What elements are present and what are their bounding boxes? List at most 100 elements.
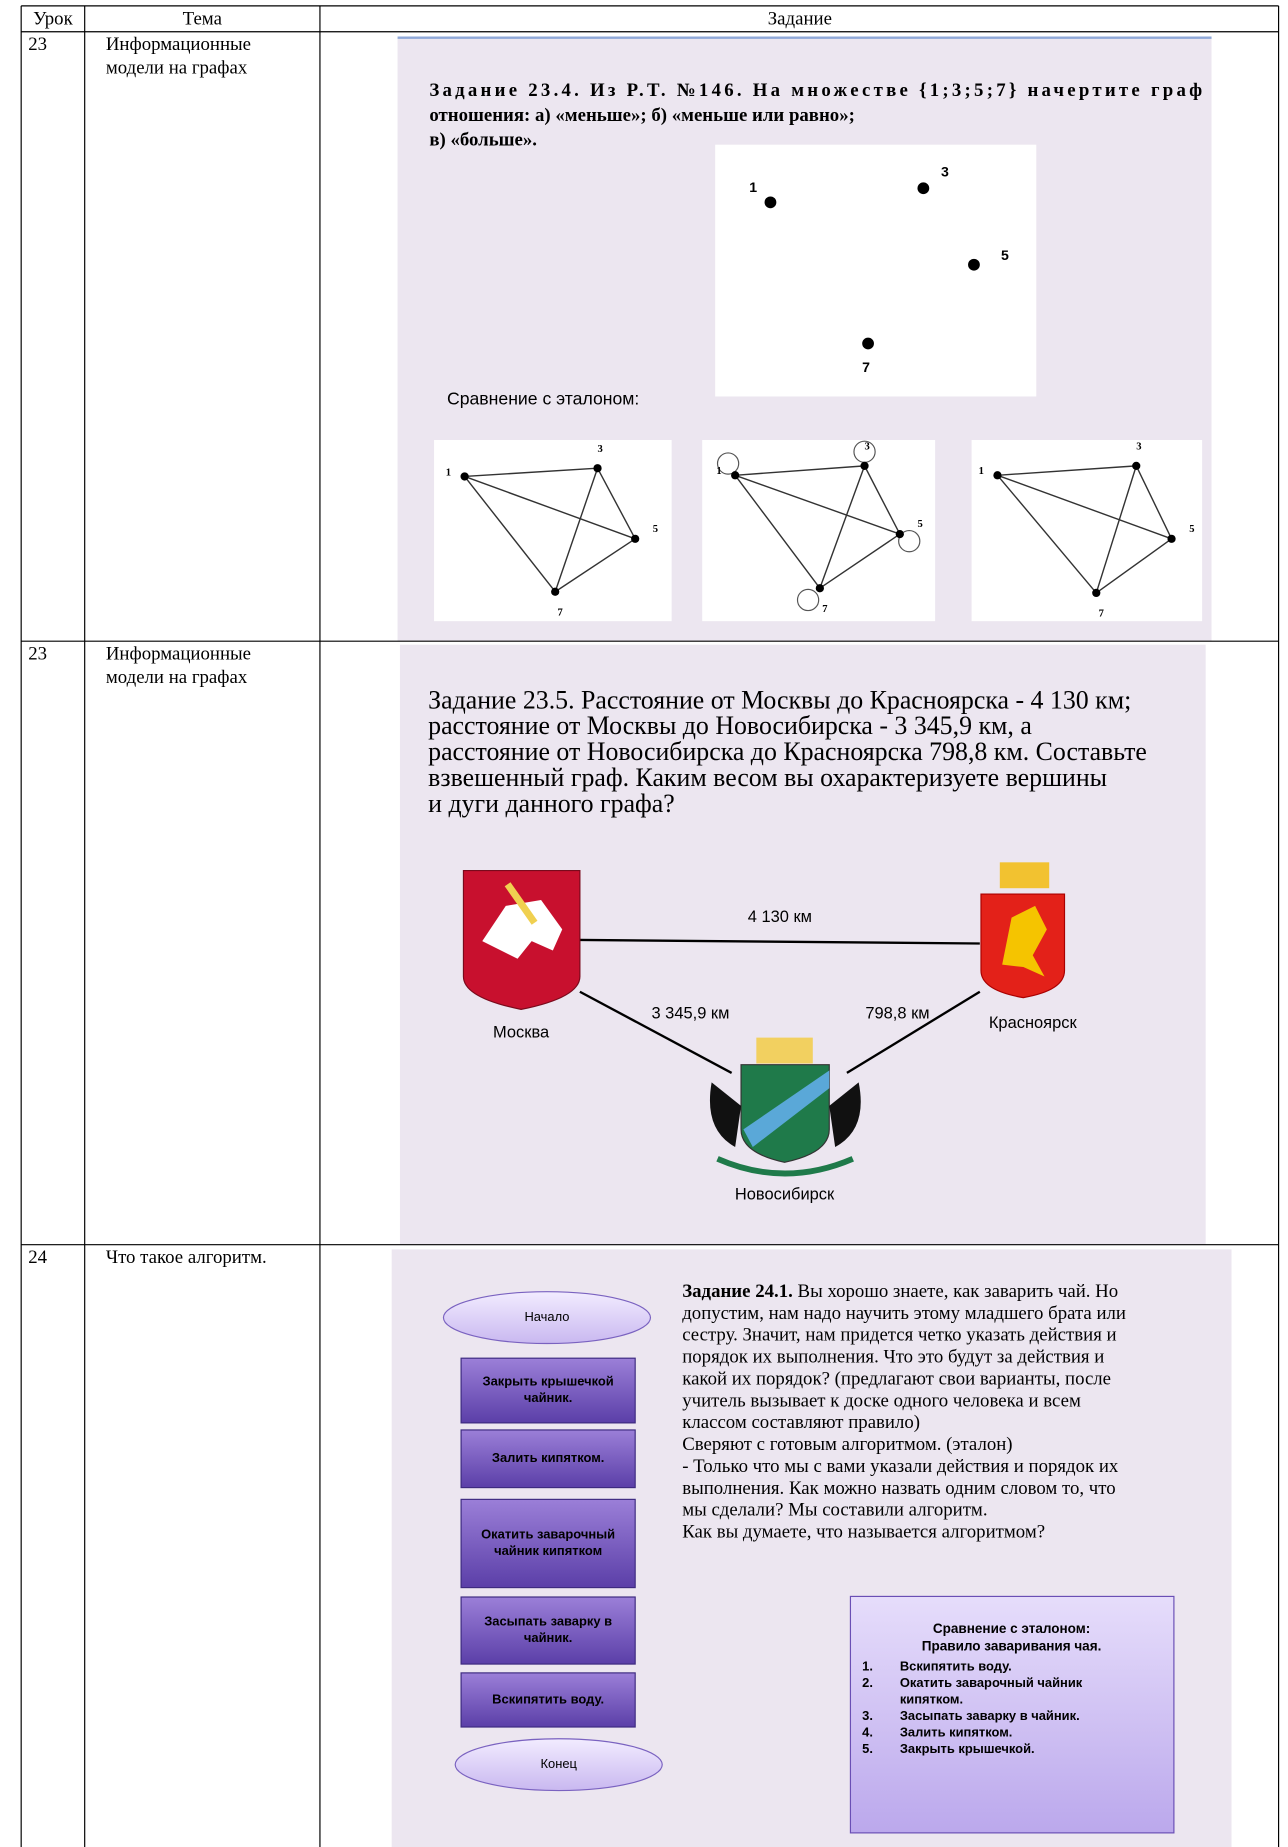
edge-weight: 4 130 км xyxy=(748,908,812,926)
edge xyxy=(863,465,901,535)
task-text: сестру. Значит, нам придется четко указа… xyxy=(682,1325,1116,1346)
step-number: 5. xyxy=(862,1741,873,1756)
vertex xyxy=(815,584,824,593)
vertex-label: 5 xyxy=(653,524,658,535)
task-text-line: - Только что мы с вами указали действия … xyxy=(682,1456,1119,1477)
image xyxy=(715,144,1037,397)
edge xyxy=(596,467,636,540)
task-text: учитель вызывает к доске одного человека… xyxy=(682,1391,1081,1412)
city-label: Москва xyxy=(493,1023,550,1041)
topic: модели на графах xyxy=(106,58,248,79)
vertex-label: 7 xyxy=(558,607,564,618)
reference-title: Правило заваривания чая. xyxy=(922,1639,1102,1654)
task-title: Задание 23.4. Из Р.Т. №146. На множестве… xyxy=(429,80,1202,101)
loop xyxy=(716,452,740,475)
task-text-line: Вы хорошо знаете, как заварить чай. Но xyxy=(798,1281,1119,1302)
reference-box xyxy=(849,1595,1175,1834)
topic: модели на графах xyxy=(106,667,248,688)
vertex xyxy=(1092,588,1101,598)
reference-title: Сравнение с эталоном: xyxy=(933,1621,1090,1636)
task-text: Задание 23.5. Расстояние от Москвы до Кр… xyxy=(428,685,1131,714)
edge-weight: 798,8 км xyxy=(865,1004,929,1022)
topic: Информационные xyxy=(106,34,251,55)
vertex-label: 5 xyxy=(1189,524,1194,535)
edge xyxy=(554,467,599,592)
task-text-line: допустим, нам надо научить этому младшег… xyxy=(682,1303,1126,1324)
edge xyxy=(734,474,821,589)
lesson-number: 24 xyxy=(28,1247,47,1268)
vertex xyxy=(968,258,980,271)
vertex-label: 5 xyxy=(917,519,922,530)
step-text: Залить кипятком. xyxy=(900,1724,1013,1739)
vertex xyxy=(917,182,930,195)
image xyxy=(971,439,1203,622)
step-text: Закрыть крышечкой. xyxy=(900,1741,1035,1756)
vertex xyxy=(860,461,869,470)
vertex-label: 7 xyxy=(1099,609,1105,620)
flow-label: Конец xyxy=(541,1756,578,1771)
vertex-label: 1 xyxy=(716,466,721,477)
edge xyxy=(554,538,636,593)
topic: Что такое алгоритм. xyxy=(106,1247,267,1268)
flow-step xyxy=(460,1596,636,1665)
task-label: Задание 24.1. xyxy=(682,1281,793,1302)
vertex xyxy=(631,534,640,543)
vertex xyxy=(993,471,1002,480)
distance-graph xyxy=(462,862,1066,1177)
vertex-label: 3 xyxy=(941,164,949,180)
vertex-label: 3 xyxy=(1136,441,1141,452)
flow-label: Засыпать заварку в xyxy=(484,1614,612,1629)
vertex xyxy=(862,337,874,350)
vertex-label: 3 xyxy=(598,444,603,455)
task-text: - Только что мы с вами указали действия … xyxy=(682,1456,1119,1477)
vertex-label: 3 xyxy=(865,441,870,452)
edge xyxy=(997,465,1137,476)
task-text: допустим, нам надо научить этому младшег… xyxy=(682,1303,1126,1324)
task-text-line: классом составляют правило) xyxy=(682,1413,920,1434)
vertex xyxy=(1167,534,1176,543)
vertex-label: 1 xyxy=(979,466,984,477)
vertex xyxy=(551,587,560,596)
vertex-label: 7 xyxy=(862,359,870,375)
edge xyxy=(819,465,866,589)
task-text-line: Как вы думаете, что называется алгоритмо… xyxy=(682,1522,1045,1543)
edge xyxy=(735,465,865,476)
task-text: Сверяют с готовым алгоритмом. (эталон) xyxy=(682,1434,1012,1455)
step-number: 4. xyxy=(862,1724,873,1739)
edge xyxy=(464,475,636,540)
flow-terminal xyxy=(454,1738,663,1792)
flow-label: Залить кипятком. xyxy=(492,1450,605,1465)
edge xyxy=(996,474,1097,594)
lesson-number: 23 xyxy=(28,34,47,55)
edge xyxy=(1095,538,1172,594)
header-cell: Тема xyxy=(183,8,223,29)
flow-label: Закрыть крышечкой xyxy=(483,1374,614,1389)
step-number: 2. xyxy=(862,1675,873,1690)
city-label: Новосибирск xyxy=(735,1186,835,1204)
edge xyxy=(464,476,556,593)
task-text-line: выполнения. Как можно назвать одним слов… xyxy=(682,1478,1115,1499)
task-text: порядок их выполнения. Что это будут за … xyxy=(682,1347,1104,1368)
task-text: Задание 24.1. Вы хорошо знаете, как завар… xyxy=(682,1281,1118,1302)
header-cell: Задание xyxy=(768,8,832,29)
task-text-line: какой их порядок? (предлагают свои вариа… xyxy=(682,1369,1111,1390)
vertex-label: 1 xyxy=(446,467,451,478)
flow-terminal xyxy=(442,1291,652,1345)
task-text: классом составляют правило) xyxy=(682,1413,920,1434)
task-text: выполнения. Как можно назвать одним слов… xyxy=(682,1478,1115,1499)
flow-step xyxy=(460,1672,636,1728)
edge xyxy=(819,533,901,589)
flow-step xyxy=(460,1498,636,1589)
task-text: расстояние от Новосибирска до Красноярск… xyxy=(428,737,1147,766)
edge xyxy=(734,474,901,535)
vertex-label: 5 xyxy=(1001,247,1009,263)
step-text: кипятком. xyxy=(900,1691,963,1706)
step-text: Вскипятить воду. xyxy=(900,1658,1012,1673)
vertex xyxy=(731,471,740,480)
task-text: мы сделали? Мы составили алгоритм. xyxy=(682,1500,987,1521)
comparison-label: Сравнение с эталоном: xyxy=(447,389,639,409)
task-text-line: порядок их выполнения. Что это будут за … xyxy=(682,1347,1104,1368)
task-text-line: мы сделали? Мы составили алгоритм. xyxy=(682,1500,987,1521)
